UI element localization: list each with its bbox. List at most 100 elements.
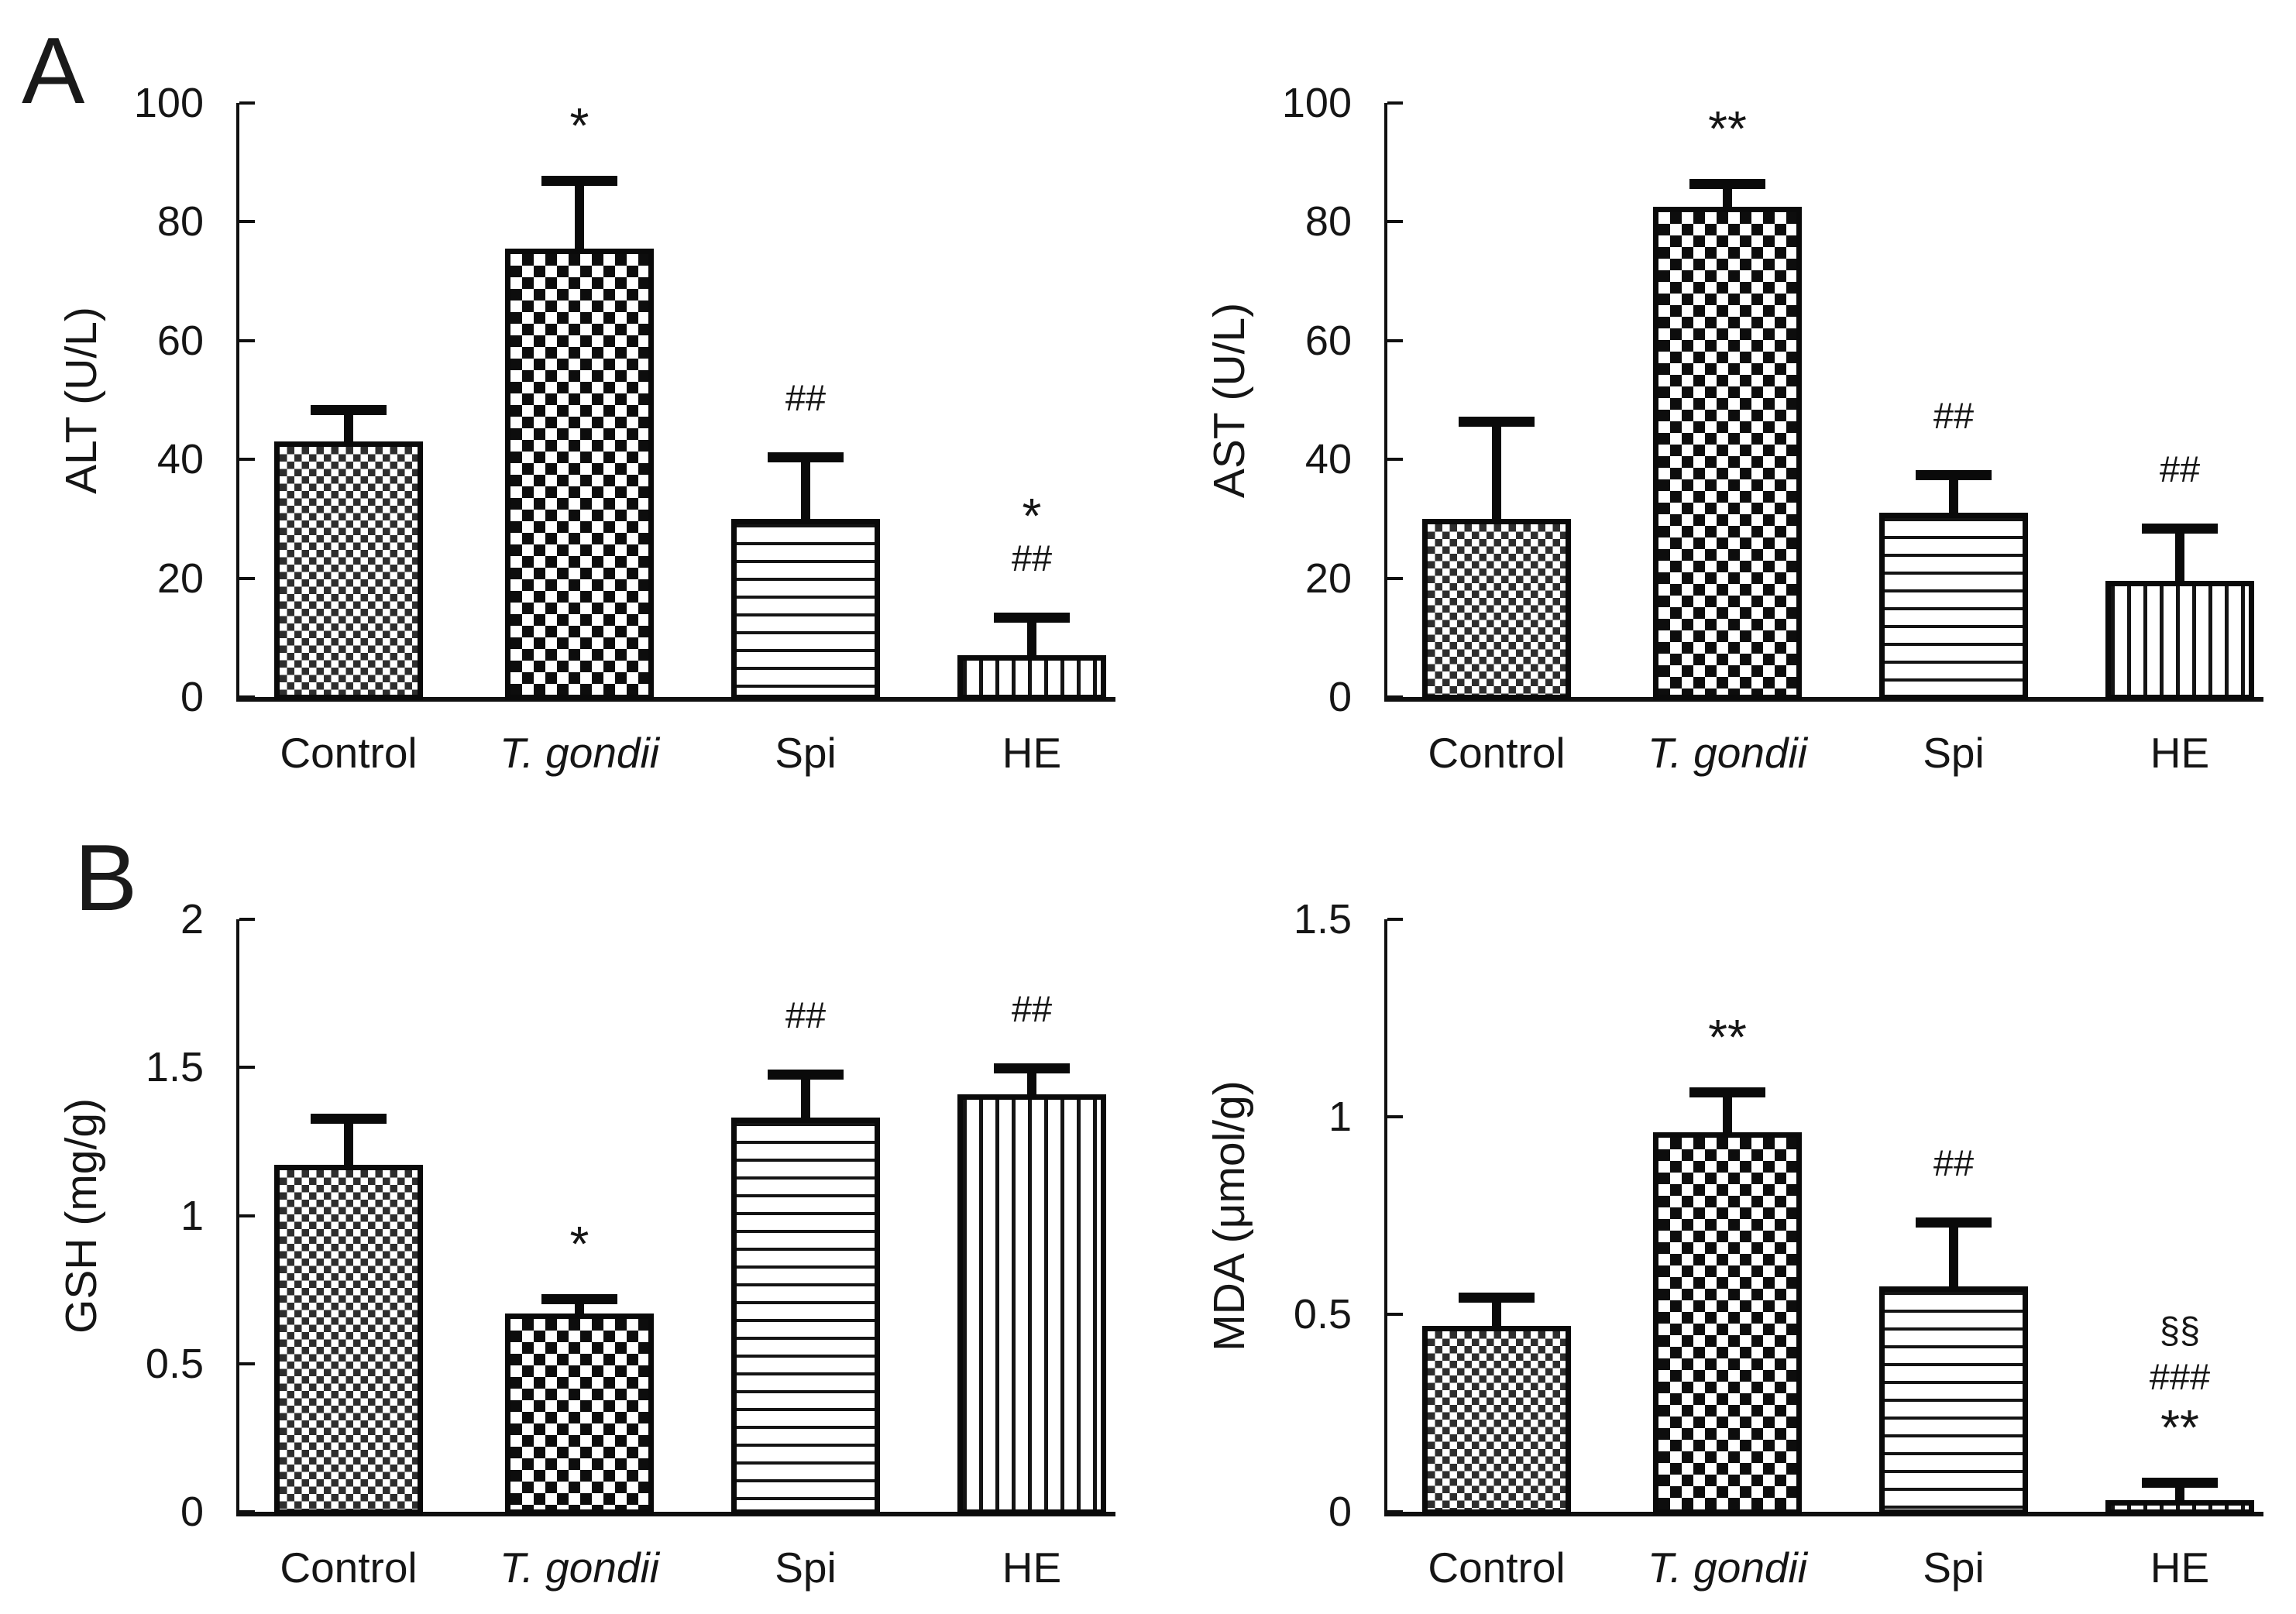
y-tick-mark	[1387, 220, 1403, 224]
y-tick-mark	[1387, 458, 1403, 462]
category-label: T. gondii	[1648, 1544, 1807, 1592]
sig-marker-line: *	[569, 98, 589, 154]
y-axis-title: ALT (U/L)	[57, 306, 106, 494]
sig-marker-line: *	[569, 1216, 589, 1272]
y-tick-label: 20	[1304, 555, 1352, 602]
error-bar-cap	[994, 1063, 1070, 1073]
y-axis-title-wrap: AST (U/L)	[1179, 103, 1280, 697]
category-label: Spi	[1923, 729, 1985, 777]
sig-markers: *	[455, 98, 703, 154]
y-tick-mark	[1387, 1115, 1403, 1118]
y-tick-label: 0.5	[1293, 1291, 1352, 1338]
y-tick-label: 0	[180, 1489, 204, 1535]
sig-marker-line: §§	[2159, 1310, 2201, 1351]
y-tick-mark	[239, 101, 255, 105]
bar-control	[274, 441, 423, 700]
y-tick-mark	[239, 918, 255, 921]
category-label: HE	[1002, 729, 1062, 777]
y-axis-title-wrap: GSH (mg/g)	[31, 919, 132, 1512]
error-bar-stem	[344, 1123, 353, 1169]
error-bar-cap	[1459, 417, 1535, 427]
sig-marker-line: ##	[1011, 537, 1053, 579]
bar-spi	[1879, 1286, 2028, 1515]
error-bar-stem	[1027, 1073, 1036, 1097]
y-tick-label: 0	[1328, 674, 1352, 720]
sig-marker-line: ##	[1933, 1142, 1975, 1183]
error-bar-stem	[575, 1304, 584, 1317]
x-axis-line	[1384, 1512, 2263, 1516]
error-bar-cap	[541, 1294, 617, 1305]
y-tick-mark	[239, 220, 255, 224]
category-label: HE	[2150, 1544, 2210, 1592]
category-label: HE	[1002, 1544, 1062, 1592]
panel-a-label: A	[22, 18, 85, 123]
y-tick-mark	[1387, 338, 1403, 342]
y-tick-label: 60	[156, 317, 204, 364]
error-bar-stem	[575, 186, 584, 252]
y-tick-label: 0	[180, 674, 204, 720]
sig-marker-line: ##	[1011, 987, 1053, 1029]
error-bar-stem	[2175, 534, 2184, 585]
sig-marker-line: ##	[785, 377, 827, 419]
sig-marker-line: **	[2160, 1399, 2199, 1456]
sig-marker-line: **	[1708, 101, 1747, 157]
sig-markers: ##	[682, 992, 930, 1039]
sig-markers: ##	[682, 375, 930, 421]
category-label: T. gondii	[500, 1544, 659, 1592]
error-bar-stem	[1723, 189, 1732, 211]
y-tick-label: 1.5	[145, 1044, 204, 1091]
error-bar-stem	[1949, 480, 1958, 517]
category-label: Control	[280, 729, 418, 777]
error-bar-stem	[1027, 623, 1036, 659]
y-axis-title: GSH (mg/g)	[57, 1097, 107, 1334]
sig-marker-line: ##	[785, 994, 827, 1035]
bar-t-gondii	[505, 248, 654, 700]
bar-t-gondii	[505, 1313, 654, 1515]
y-tick-mark	[239, 338, 255, 342]
y-tick-mark	[239, 458, 255, 462]
category-label: Control	[1428, 729, 1566, 777]
sig-marker-line: **	[1708, 1008, 1747, 1065]
y-tick-label: 80	[156, 198, 204, 246]
error-bar-cap	[1689, 179, 1765, 190]
sig-markers: ##	[2056, 446, 2296, 493]
bar-he	[957, 655, 1106, 700]
y-tick-label: 1.5	[1293, 896, 1352, 943]
bar-control	[274, 1165, 423, 1515]
error-bar-cap	[1459, 1292, 1535, 1303]
error-bar-stem	[2175, 1488, 2184, 1503]
y-tick-mark	[239, 1362, 255, 1365]
y-tick-mark	[239, 576, 255, 580]
bar-control	[1422, 518, 1571, 700]
y-tick-mark	[1387, 1510, 1403, 1513]
bar-spi	[731, 518, 880, 700]
category-label: T. gondii	[1648, 729, 1807, 777]
y-tick-mark	[239, 1066, 255, 1070]
error-bar-cap	[1916, 470, 1992, 481]
error-bar-cap	[2142, 1478, 2218, 1489]
y-axis-line	[236, 919, 239, 1516]
x-axis-line	[236, 1512, 1115, 1516]
y-tick-mark	[1387, 101, 1403, 105]
x-axis-line	[236, 697, 1115, 702]
error-bar-cap	[311, 1113, 387, 1124]
sig-marker-line: ###	[2149, 1356, 2211, 1398]
y-tick-label: 1	[1328, 1094, 1352, 1140]
bar-spi	[1879, 513, 2028, 700]
y-axis-title: AST (U/L)	[1205, 302, 1255, 498]
error-bar-stem	[1949, 1227, 1958, 1290]
category-label: Control	[1428, 1544, 1566, 1592]
y-tick-label: 40	[1304, 436, 1352, 483]
y-tick-label: 80	[1304, 198, 1352, 246]
error-bar-stem	[1492, 427, 1501, 522]
error-bar-stem	[1723, 1097, 1732, 1136]
y-tick-label: 100	[1281, 80, 1352, 126]
sig-marker-line: ##	[2159, 448, 2201, 490]
bar-spi	[731, 1118, 880, 1515]
sig-markers: **	[1603, 101, 1851, 157]
y-axis-line	[236, 103, 239, 702]
y-tick-mark	[239, 695, 255, 699]
error-bar-stem	[801, 1079, 810, 1121]
error-bar-cap	[541, 176, 617, 187]
